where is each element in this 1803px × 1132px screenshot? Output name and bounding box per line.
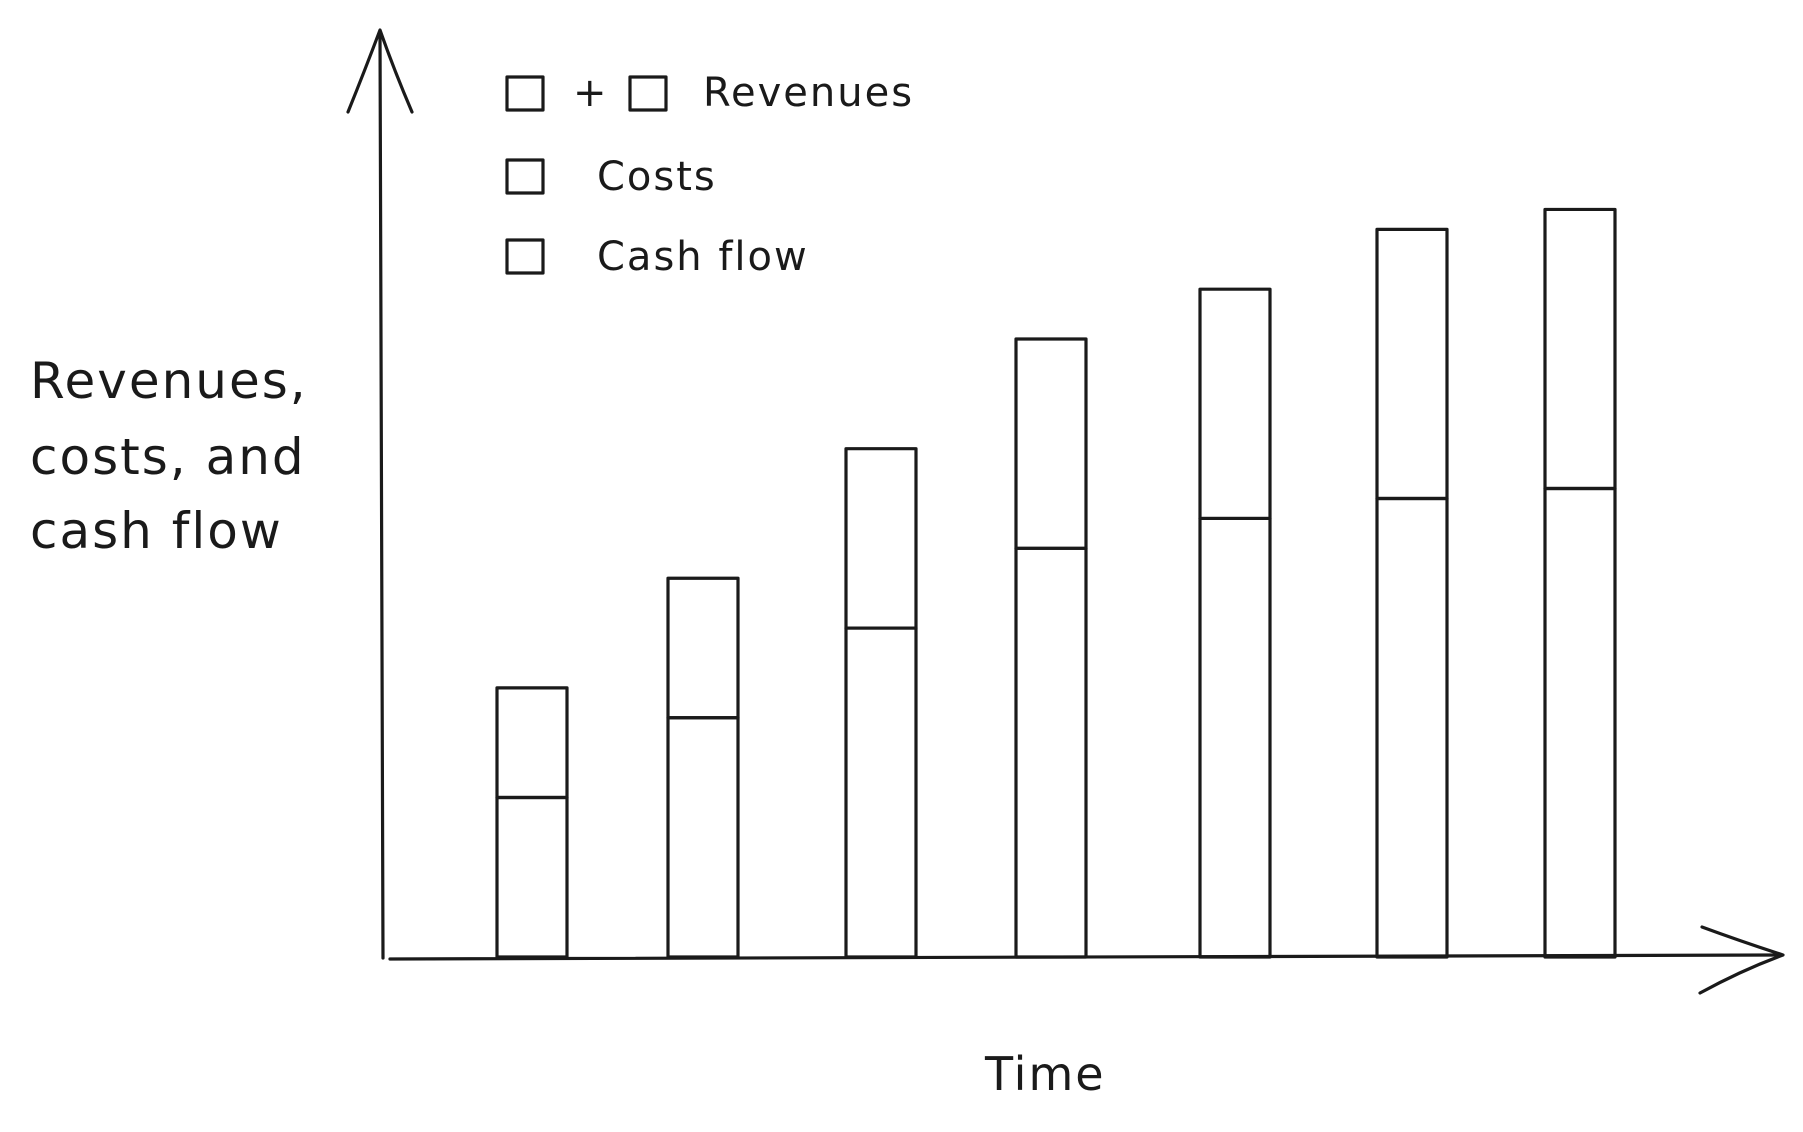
axes xyxy=(346,28,1785,995)
x-axis-arrow-head xyxy=(1698,925,1785,995)
legend-plus-symbol: + xyxy=(573,70,609,116)
bar-4-costs-segment xyxy=(1014,337,1088,550)
bars-group xyxy=(495,207,1617,959)
legend-swatch-cashflow xyxy=(505,238,545,275)
bar-3-cashflow-segment xyxy=(844,626,918,959)
bar-5-costs-segment xyxy=(1198,287,1272,521)
y-axis-line xyxy=(378,30,385,960)
y-axis-label-line-2: costs, and xyxy=(30,428,306,486)
y-axis-label-line-1: Revenues, xyxy=(30,352,308,410)
legend-label-revenues: Revenues xyxy=(703,70,914,116)
bar-7-costs-segment xyxy=(1543,207,1617,491)
bar-1-cashflow-segment xyxy=(495,795,569,959)
bar-6-costs-segment xyxy=(1375,227,1449,501)
legend-label-costs: Costs xyxy=(597,154,717,200)
legend-item-costs: Costs xyxy=(505,154,717,200)
legend-item-revenues: + Revenues xyxy=(505,70,914,116)
legend-swatch-revenues-cashflow xyxy=(505,75,545,112)
legend: + Revenues Costs Cash flow xyxy=(505,70,914,280)
bar-1-costs-segment xyxy=(495,686,569,800)
y-axis-label: Revenues, costs, and cash flow xyxy=(30,352,308,560)
legend-swatch-costs xyxy=(505,158,545,195)
x-axis-label: Time xyxy=(984,1047,1106,1101)
legend-label-cashflow: Cash flow xyxy=(597,234,809,280)
y-axis-arrow-head xyxy=(346,28,414,114)
bar-3-costs-segment xyxy=(844,447,918,630)
bar-7-cashflow-segment xyxy=(1543,486,1617,959)
bar-2-cashflow-segment xyxy=(666,716,740,959)
x-axis-line xyxy=(388,953,1780,961)
legend-item-cashflow: Cash flow xyxy=(505,234,809,280)
bar-6-cashflow-segment xyxy=(1375,496,1449,959)
bar-5-cashflow-segment xyxy=(1198,516,1272,959)
y-axis-label-line-3: cash flow xyxy=(30,502,283,560)
bar-4-cashflow-segment xyxy=(1014,546,1088,959)
bar-2-costs-segment xyxy=(666,576,740,720)
legend-swatch-revenues-costs xyxy=(628,75,668,112)
